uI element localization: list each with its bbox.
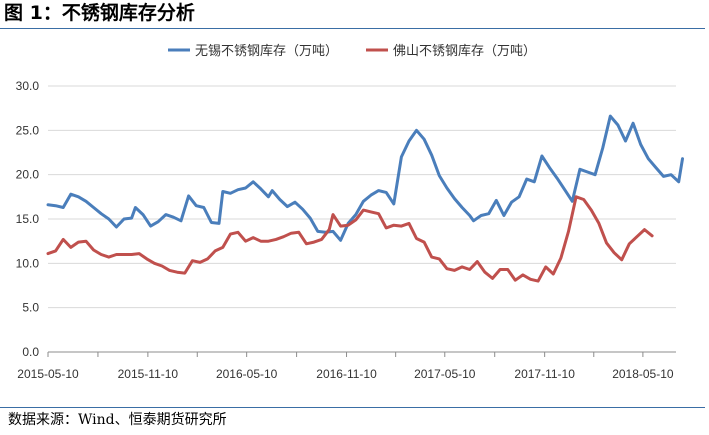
x-tick-label: 2016-11-10 <box>316 367 377 381</box>
series-lines <box>46 114 684 283</box>
x-tick-label: 2015-11-10 <box>118 367 179 381</box>
x-tick-label: 2017-11-10 <box>514 367 575 381</box>
x-tick-label: 2018-05-10 <box>612 367 674 381</box>
y-tick-label: 15.0 <box>16 212 40 226</box>
footer-rule <box>0 407 705 408</box>
legend: 无锡不锈钢库存（万吨） 佛山不锈钢库存（万吨） <box>168 43 536 59</box>
series-line-foshan <box>46 195 654 283</box>
y-tick-label: 0.0 <box>22 345 39 359</box>
y-tick-label: 30.0 <box>16 79 40 93</box>
series-line-wuxi <box>46 114 684 242</box>
x-tick-label: 2016-05-10 <box>216 367 278 381</box>
x-tick-label: 2015-05-10 <box>17 367 79 381</box>
y-tick-label: 5.0 <box>22 301 39 315</box>
y-tick-label: 25.0 <box>16 123 40 137</box>
y-tick-label: 20.0 <box>16 168 40 182</box>
header-rule <box>0 28 705 29</box>
x-tick-label: 2017-05-10 <box>414 367 476 381</box>
inventory-line-chart: 0.0 5.0 10.0 15.0 20.0 25.0 30.0 2015-05-10 2015… <box>16 43 684 381</box>
axes: 0.0 5.0 10.0 15.0 20.0 25.0 30.0 2015-05-10 2015… <box>16 79 676 381</box>
data-source-note: 数据来源：Wind、恒泰期货研究所 <box>8 412 227 428</box>
legend-label: 佛山不锈钢库存（万吨） <box>393 43 536 59</box>
y-tick-label: 10.0 <box>16 256 40 270</box>
legend-label: 无锡不锈钢库存（万吨） <box>195 43 338 59</box>
figure-title: 图 1：不锈钢库存分析 <box>4 2 195 24</box>
grid-lines <box>48 85 676 309</box>
